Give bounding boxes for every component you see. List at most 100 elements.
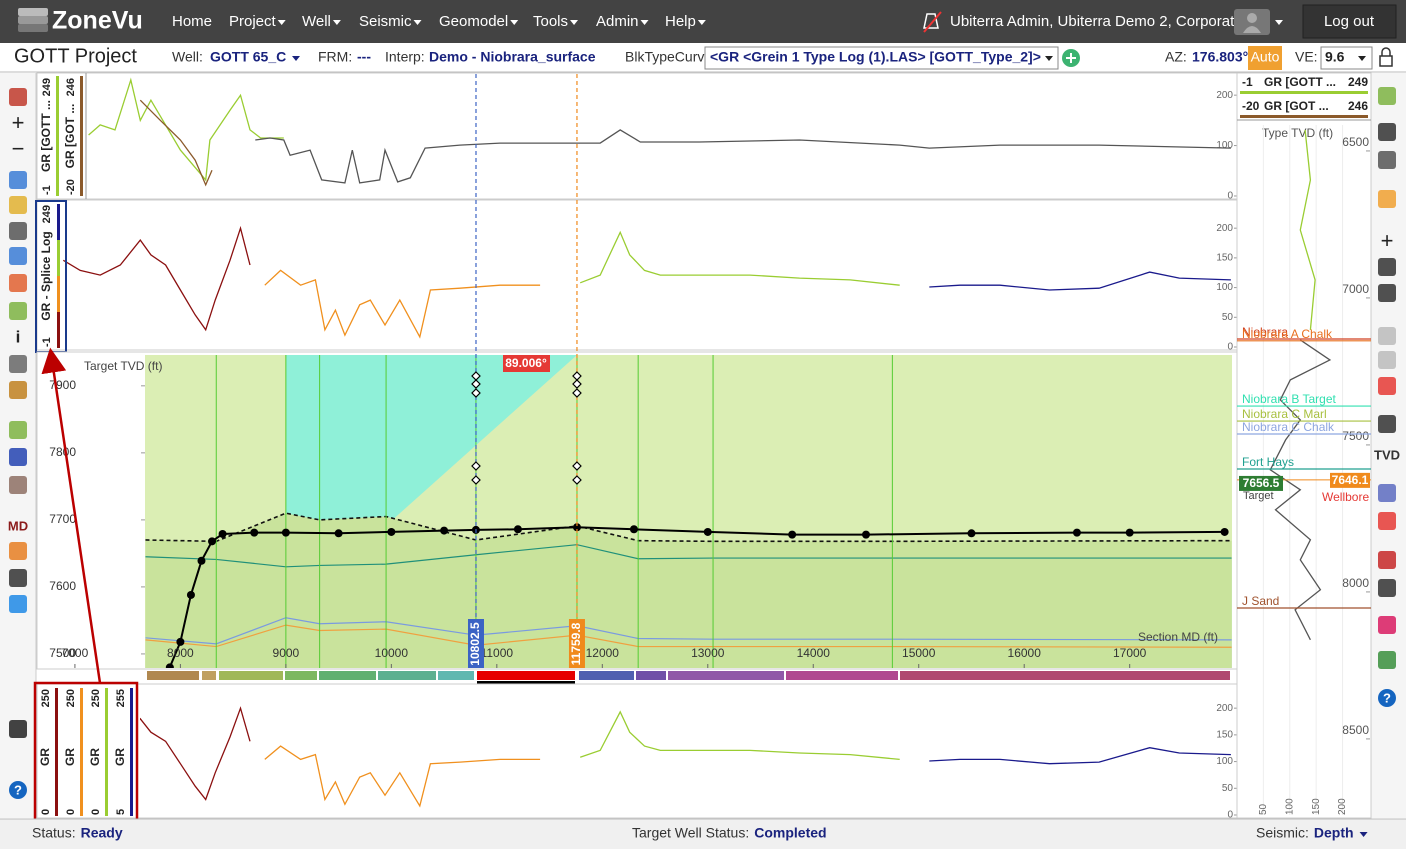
marker-node: [572, 475, 582, 485]
tool-icon[interactable]: [1378, 123, 1396, 141]
tool-icon[interactable]: [9, 381, 27, 399]
tool-icon[interactable]: [1378, 551, 1396, 569]
help-text[interactable]: ?: [14, 782, 22, 797]
dropdown-caret: [292, 56, 300, 61]
tool-icon[interactable]: [1378, 327, 1396, 345]
tool-icon[interactable]: [1378, 651, 1396, 669]
dropdown-caret: [1358, 56, 1366, 61]
ve-value[interactable]: 9.6: [1325, 49, 1345, 65]
nav-menu-item[interactable]: Project: [229, 13, 277, 30]
logout-text[interactable]: Log out: [1324, 13, 1375, 30]
tool-add[interactable]: +: [1381, 228, 1394, 253]
y-tick-label: 7600: [49, 579, 76, 593]
track-min: 0: [90, 809, 102, 815]
track-max: 246: [65, 78, 77, 96]
track-color-bar: [130, 688, 133, 816]
track-color-bar: [80, 76, 83, 196]
auto-button[interactable]: [1248, 46, 1282, 70]
tool-icon[interactable]: [1378, 512, 1396, 530]
tool-md[interactable]: MD: [8, 518, 28, 533]
frm-value[interactable]: ---: [357, 49, 371, 65]
label: FRM:: [318, 49, 352, 65]
type-curve-value[interactable]: <GR <Grein 1 Type Log (1).LAS> [GOTT_Typ…: [710, 49, 1041, 65]
y-tick-label: 8000: [1342, 576, 1369, 590]
tool-icon[interactable]: [9, 302, 27, 320]
track-min: -1: [41, 185, 53, 195]
logo: ZoneVu: [18, 7, 143, 35]
tool-zoom-out[interactable]: −: [12, 136, 25, 161]
tool-zoom-in[interactable]: +: [12, 110, 25, 135]
tool-icon[interactable]: [9, 88, 27, 106]
nav-menu-item[interactable]: Help: [665, 13, 696, 30]
tool-icon[interactable]: [1378, 284, 1396, 302]
tool-icon[interactable]: [1378, 484, 1396, 502]
tool-icon[interactable]: [1378, 351, 1396, 369]
nav-menu-item[interactable]: Seismic: [359, 13, 412, 30]
tool-icon[interactable]: [1378, 616, 1396, 634]
help-icon[interactable]: [9, 781, 27, 799]
tool-icon[interactable]: [9, 569, 27, 587]
tool-icon[interactable]: [1378, 579, 1396, 597]
track-name: GR: [63, 748, 77, 766]
well-station: [1220, 527, 1229, 536]
inclination: 89.006°: [505, 356, 547, 370]
auto-text[interactable]: Auto: [1251, 49, 1280, 65]
x-tick-label: 16000: [1008, 646, 1042, 660]
tool-icon[interactable]: [9, 355, 27, 373]
tool-icon[interactable]: [9, 448, 27, 466]
ve-select[interactable]: [1320, 46, 1373, 70]
tool-icon[interactable]: [9, 274, 27, 292]
tool-icon[interactable]: [9, 171, 27, 189]
well-station: [165, 663, 174, 668]
slash: [923, 11, 942, 33]
tool-icon[interactable]: [9, 421, 27, 439]
tool-icon[interactable]: [9, 720, 27, 738]
well-select[interactable]: GOTT 65_C: [210, 49, 286, 65]
tool-icon[interactable]: [9, 247, 27, 265]
interp-value[interactable]: Demo - Niobrara_surface: [429, 49, 596, 65]
tool-icon[interactable]: [1378, 258, 1396, 276]
tool-icon[interactable]: [1378, 87, 1396, 105]
nav-user[interactable]: Ubiterra Admin, Ubiterra Demo 2, Corpora…: [950, 13, 1243, 30]
nav-menu-item[interactable]: Well: [302, 13, 331, 30]
tool-icon[interactable]: [9, 476, 27, 494]
y-tick-label: 150: [1216, 730, 1233, 741]
axis-title: Type TVD (ft): [1262, 126, 1333, 140]
tool-icon[interactable]: [1378, 377, 1396, 395]
nav-menu-item[interactable]: Tools: [533, 13, 568, 30]
legend-name: GR [GOT ...: [1264, 99, 1329, 113]
tool-icon[interactable]: [1378, 415, 1396, 433]
marker-node: [471, 461, 481, 471]
tool-info[interactable]: i: [16, 327, 21, 346]
status-value[interactable]: Depth: [1314, 825, 1354, 841]
tool-icon[interactable]: [9, 595, 27, 613]
help-icon[interactable]: [1378, 689, 1396, 707]
tool-icon[interactable]: [9, 542, 27, 560]
status-label: Seismic:: [1256, 825, 1309, 841]
avatar-head: [1247, 13, 1257, 23]
y-tick-label: 200: [1216, 703, 1233, 714]
track-color-bar: [57, 240, 60, 276]
tool-tvd[interactable]: TVD: [1374, 447, 1400, 462]
tool-icon[interactable]: [9, 196, 27, 214]
logout-button[interactable]: [1302, 4, 1397, 39]
tool-icon[interactable]: [1378, 151, 1396, 169]
marker-node: [572, 461, 582, 471]
nav-menu-item[interactable]: Home: [172, 13, 212, 30]
lock-icon[interactable]: [1379, 55, 1393, 67]
well-station: [861, 530, 870, 539]
type-curve-select[interactable]: [704, 46, 1059, 70]
label: VE:: [1295, 49, 1318, 65]
legend-color: [1240, 115, 1368, 118]
marker-node: [572, 379, 582, 389]
tool-icon[interactable]: [9, 222, 27, 240]
layer-fill: [145, 513, 1232, 668]
x-tick-label: 13000: [691, 646, 725, 660]
status-bar: [0, 819, 1406, 849]
nav-menu-item[interactable]: Geomodel: [439, 13, 508, 30]
nav-menu-item[interactable]: Admin: [596, 13, 639, 30]
y-tick-label: 7900: [49, 378, 76, 392]
help-text[interactable]: ?: [1383, 690, 1391, 705]
tool-icon[interactable]: [1378, 190, 1396, 208]
